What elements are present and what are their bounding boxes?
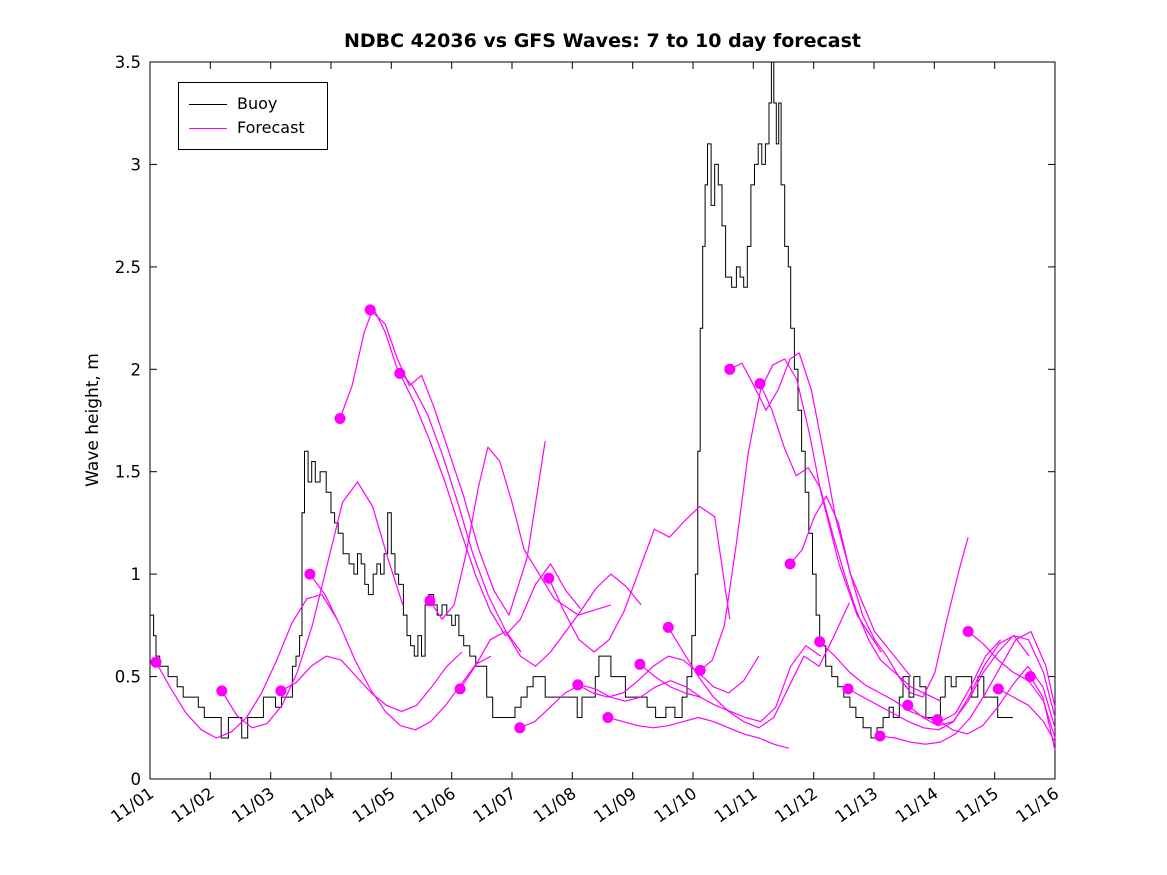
y-tick-label: 0	[131, 770, 142, 789]
x-tick-label: 11/05	[349, 784, 399, 827]
forecast-line	[667, 602, 850, 729]
forecast-marker	[992, 683, 1004, 695]
forecast-marker	[275, 685, 287, 697]
forecast-marker	[424, 595, 436, 607]
forecast-line	[1029, 676, 1056, 751]
forecast-marker	[662, 621, 674, 633]
y-tick-label: 2.5	[115, 258, 141, 277]
forecast-line	[759, 383, 942, 702]
forecast-marker	[634, 658, 646, 670]
x-tick-label: 11/14	[892, 784, 942, 827]
forecast-marker	[150, 656, 162, 668]
legend-entry-forecast: Forecast	[189, 116, 317, 140]
forecast-marker	[454, 683, 466, 695]
forecast-marker	[931, 714, 943, 726]
axes-box	[149, 61, 1056, 780]
forecast-line	[847, 634, 1030, 731]
chart-title: NDBC 42036 vs GFS Waves: 7 to 10 day for…	[343, 30, 862, 52]
forecast-line	[399, 373, 582, 637]
forecast-line	[548, 505, 731, 653]
forecast-marker	[754, 378, 766, 390]
forecast-marker	[304, 568, 316, 580]
legend[interactable]: Buoy Forecast	[178, 82, 328, 150]
x-tick-label: 11/16	[1012, 784, 1062, 827]
forecast-marker	[814, 636, 826, 648]
x-tick-label: 11/15	[952, 784, 1002, 827]
forecast-marker	[724, 363, 736, 375]
forecast-marker	[514, 722, 526, 734]
forecast-marker	[874, 730, 886, 742]
y-tick-label: 0.5	[115, 668, 141, 687]
x-tick-label: 11/06	[409, 784, 459, 827]
forecast-line	[879, 630, 1056, 745]
y-tick-label: 3	[131, 155, 142, 174]
x-tick-label: 11/03	[228, 784, 278, 827]
forecast-marker	[1024, 671, 1036, 683]
forecast-line	[429, 446, 612, 620]
forecast-marker	[902, 699, 914, 711]
forecast-marker	[334, 413, 346, 424]
forecast-line	[639, 645, 822, 723]
forecast-line	[998, 688, 1056, 743]
buoy-line	[150, 61, 1013, 739]
y-axis-label: Wave height, m	[83, 353, 103, 487]
forecast-line	[519, 680, 702, 729]
forecast-line	[937, 665, 1056, 735]
forecast-marker	[364, 304, 376, 316]
y-tick-label: 1.5	[115, 463, 141, 482]
forecast-line	[459, 573, 642, 690]
forecast-line	[699, 358, 882, 671]
forecast-marker	[784, 558, 796, 570]
forecast-line	[369, 309, 546, 616]
forecast-line	[280, 651, 463, 713]
y-tick-label: 3.5	[115, 53, 141, 72]
forecast-marker	[543, 572, 555, 584]
forecast-line	[339, 307, 522, 653]
forecast-marker	[694, 664, 706, 676]
x-tick-label: 11/08	[530, 784, 580, 827]
legend-label-buoy: Buoy	[237, 94, 278, 113]
forecast-line	[577, 655, 760, 698]
forecast-line	[729, 352, 912, 677]
forecast-marker	[962, 626, 974, 637]
forecast-line	[607, 716, 790, 749]
forecast-line	[819, 639, 1002, 723]
x-tick-label: 11/04	[288, 784, 338, 827]
x-tick-label: 11/02	[168, 784, 218, 827]
forecast-line	[907, 634, 1056, 727]
forecast-marker	[602, 712, 614, 723]
x-tick-label: 11/10	[650, 784, 700, 827]
x-tick-label: 11/11	[711, 784, 761, 827]
forecast-marker	[216, 685, 228, 697]
y-tick-label: 2	[131, 360, 142, 379]
x-tick-label: 11/09	[590, 784, 640, 827]
x-tick-label: 11/07	[469, 784, 519, 827]
x-tick-label: 11/13	[831, 784, 881, 827]
forecast-line	[221, 481, 404, 729]
legend-entry-buoy: Buoy	[189, 92, 317, 116]
forecast-marker	[572, 679, 584, 691]
forecast-marker	[842, 683, 854, 695]
forecast-line	[789, 495, 969, 698]
y-tick-label: 1	[131, 565, 142, 584]
buoy-line-sample	[189, 103, 227, 105]
forecast-marker	[394, 367, 406, 379]
forecast-line-sample	[189, 127, 227, 129]
x-tick-label: 11/01	[107, 784, 157, 827]
forecast-line	[155, 593, 338, 739]
x-tick-label: 11/12	[771, 784, 821, 827]
legend-label-forecast: Forecast	[237, 118, 305, 137]
